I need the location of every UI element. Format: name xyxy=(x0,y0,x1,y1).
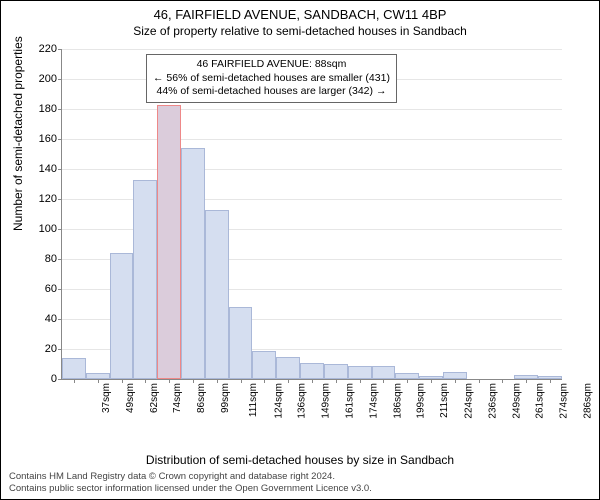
ytick-mark xyxy=(58,319,62,320)
histogram-bar xyxy=(443,372,467,380)
xtick-label: 224sqm xyxy=(464,383,475,419)
highlight-bar xyxy=(157,105,181,380)
xtick-mark xyxy=(502,379,503,383)
annotation-line3: 44% of semi-detached houses are larger (… xyxy=(153,85,390,99)
histogram-bar xyxy=(133,180,157,380)
xtick-mark xyxy=(407,379,408,383)
xtick-label: 136sqm xyxy=(297,383,308,419)
footer-line1: Contains HM Land Registry data © Crown c… xyxy=(9,471,372,483)
xtick-mark xyxy=(288,379,289,383)
histogram-bar xyxy=(252,351,276,380)
histogram-bar xyxy=(181,148,205,379)
xtick-label: 49sqm xyxy=(125,383,136,413)
xtick-label: 274sqm xyxy=(559,383,570,419)
ytick-label: 160 xyxy=(27,133,57,145)
ytick-mark xyxy=(58,259,62,260)
xtick-label: 62sqm xyxy=(149,383,160,413)
histogram-bar xyxy=(348,366,372,380)
xtick-mark xyxy=(217,379,218,383)
gridline xyxy=(62,49,562,50)
xtick-mark xyxy=(383,379,384,383)
ytick-label: 20 xyxy=(27,343,57,355)
x-axis-label: Distribution of semi-detached houses by … xyxy=(1,453,599,467)
xtick-label: 149sqm xyxy=(321,383,332,419)
footer-line2: Contains public sector information licen… xyxy=(9,483,372,495)
ytick-mark xyxy=(58,139,62,140)
xtick-label: 236sqm xyxy=(487,383,498,419)
histogram-bar xyxy=(300,363,324,380)
gridline xyxy=(62,139,562,140)
ytick-label: 0 xyxy=(27,373,57,385)
xtick-mark xyxy=(312,379,313,383)
xtick-mark xyxy=(455,379,456,383)
xtick-mark xyxy=(550,379,551,383)
ytick-label: 40 xyxy=(27,313,57,325)
histogram-bar xyxy=(276,357,300,380)
chart-title: 46, FAIRFIELD AVENUE, SANDBACH, CW11 4BP xyxy=(1,7,599,22)
xtick-mark xyxy=(145,379,146,383)
ytick-label: 60 xyxy=(27,283,57,295)
xtick-label: 37sqm xyxy=(101,383,112,413)
annotation-line2: ← 56% of semi-detached houses are smalle… xyxy=(153,72,390,86)
ytick-label: 120 xyxy=(27,193,57,205)
xtick-label: 99sqm xyxy=(220,383,231,413)
xtick-mark xyxy=(526,379,527,383)
y-axis-label: Number of semi-detached properties xyxy=(11,36,25,231)
xtick-label: 211sqm xyxy=(439,383,450,418)
xtick-mark xyxy=(74,379,75,383)
xtick-mark xyxy=(431,379,432,383)
xtick-label: 199sqm xyxy=(416,383,427,419)
xtick-mark xyxy=(479,379,480,383)
ytick-mark xyxy=(58,379,62,380)
ytick-mark xyxy=(58,109,62,110)
histogram-bar xyxy=(110,253,134,379)
annotation-box: 46 FAIRFIELD AVENUE: 88sqm ← 56% of semi… xyxy=(146,54,397,103)
xtick-mark xyxy=(360,379,361,383)
xtick-mark xyxy=(122,379,123,383)
xtick-mark xyxy=(264,379,265,383)
xtick-label: 74sqm xyxy=(172,383,183,413)
histogram-bar xyxy=(205,210,229,380)
ytick-mark xyxy=(58,169,62,170)
gridline xyxy=(62,169,562,170)
ytick-mark xyxy=(58,49,62,50)
ytick-label: 200 xyxy=(27,73,57,85)
chart-subtitle: Size of property relative to semi-detach… xyxy=(1,24,599,38)
xtick-label: 186sqm xyxy=(392,383,403,419)
histogram-bar xyxy=(62,358,86,379)
xtick-label: 174sqm xyxy=(368,383,379,419)
histogram-bar xyxy=(372,366,396,380)
ytick-mark xyxy=(58,229,62,230)
chart-area: 02040608010012014016018020022037sqm49sqm… xyxy=(61,49,561,419)
ytick-label: 100 xyxy=(27,223,57,235)
xtick-mark xyxy=(98,379,99,383)
xtick-label: 286sqm xyxy=(583,383,594,419)
ytick-label: 80 xyxy=(27,253,57,265)
xtick-mark xyxy=(169,379,170,383)
xtick-label: 161sqm xyxy=(345,383,356,419)
xtick-label: 86sqm xyxy=(196,383,207,413)
ytick-label: 220 xyxy=(27,43,57,55)
xtick-label: 261sqm xyxy=(535,383,546,419)
gridline xyxy=(62,109,562,110)
xtick-label: 249sqm xyxy=(511,383,522,419)
ytick-mark xyxy=(58,289,62,290)
ytick-label: 180 xyxy=(27,103,57,115)
xtick-mark xyxy=(336,379,337,383)
ytick-mark xyxy=(58,349,62,350)
xtick-label: 111sqm xyxy=(248,383,259,417)
ytick-label: 140 xyxy=(27,163,57,175)
ytick-mark xyxy=(58,79,62,80)
xtick-label: 124sqm xyxy=(273,383,284,419)
footer-text: Contains HM Land Registry data © Crown c… xyxy=(9,471,372,495)
xtick-mark xyxy=(241,379,242,383)
histogram-bar xyxy=(229,307,253,379)
chart-container: 46, FAIRFIELD AVENUE, SANDBACH, CW11 4BP… xyxy=(0,0,600,500)
xtick-mark xyxy=(193,379,194,383)
annotation-line1: 46 FAIRFIELD AVENUE: 88sqm xyxy=(153,58,390,72)
histogram-bar xyxy=(324,364,348,379)
ytick-mark xyxy=(58,199,62,200)
